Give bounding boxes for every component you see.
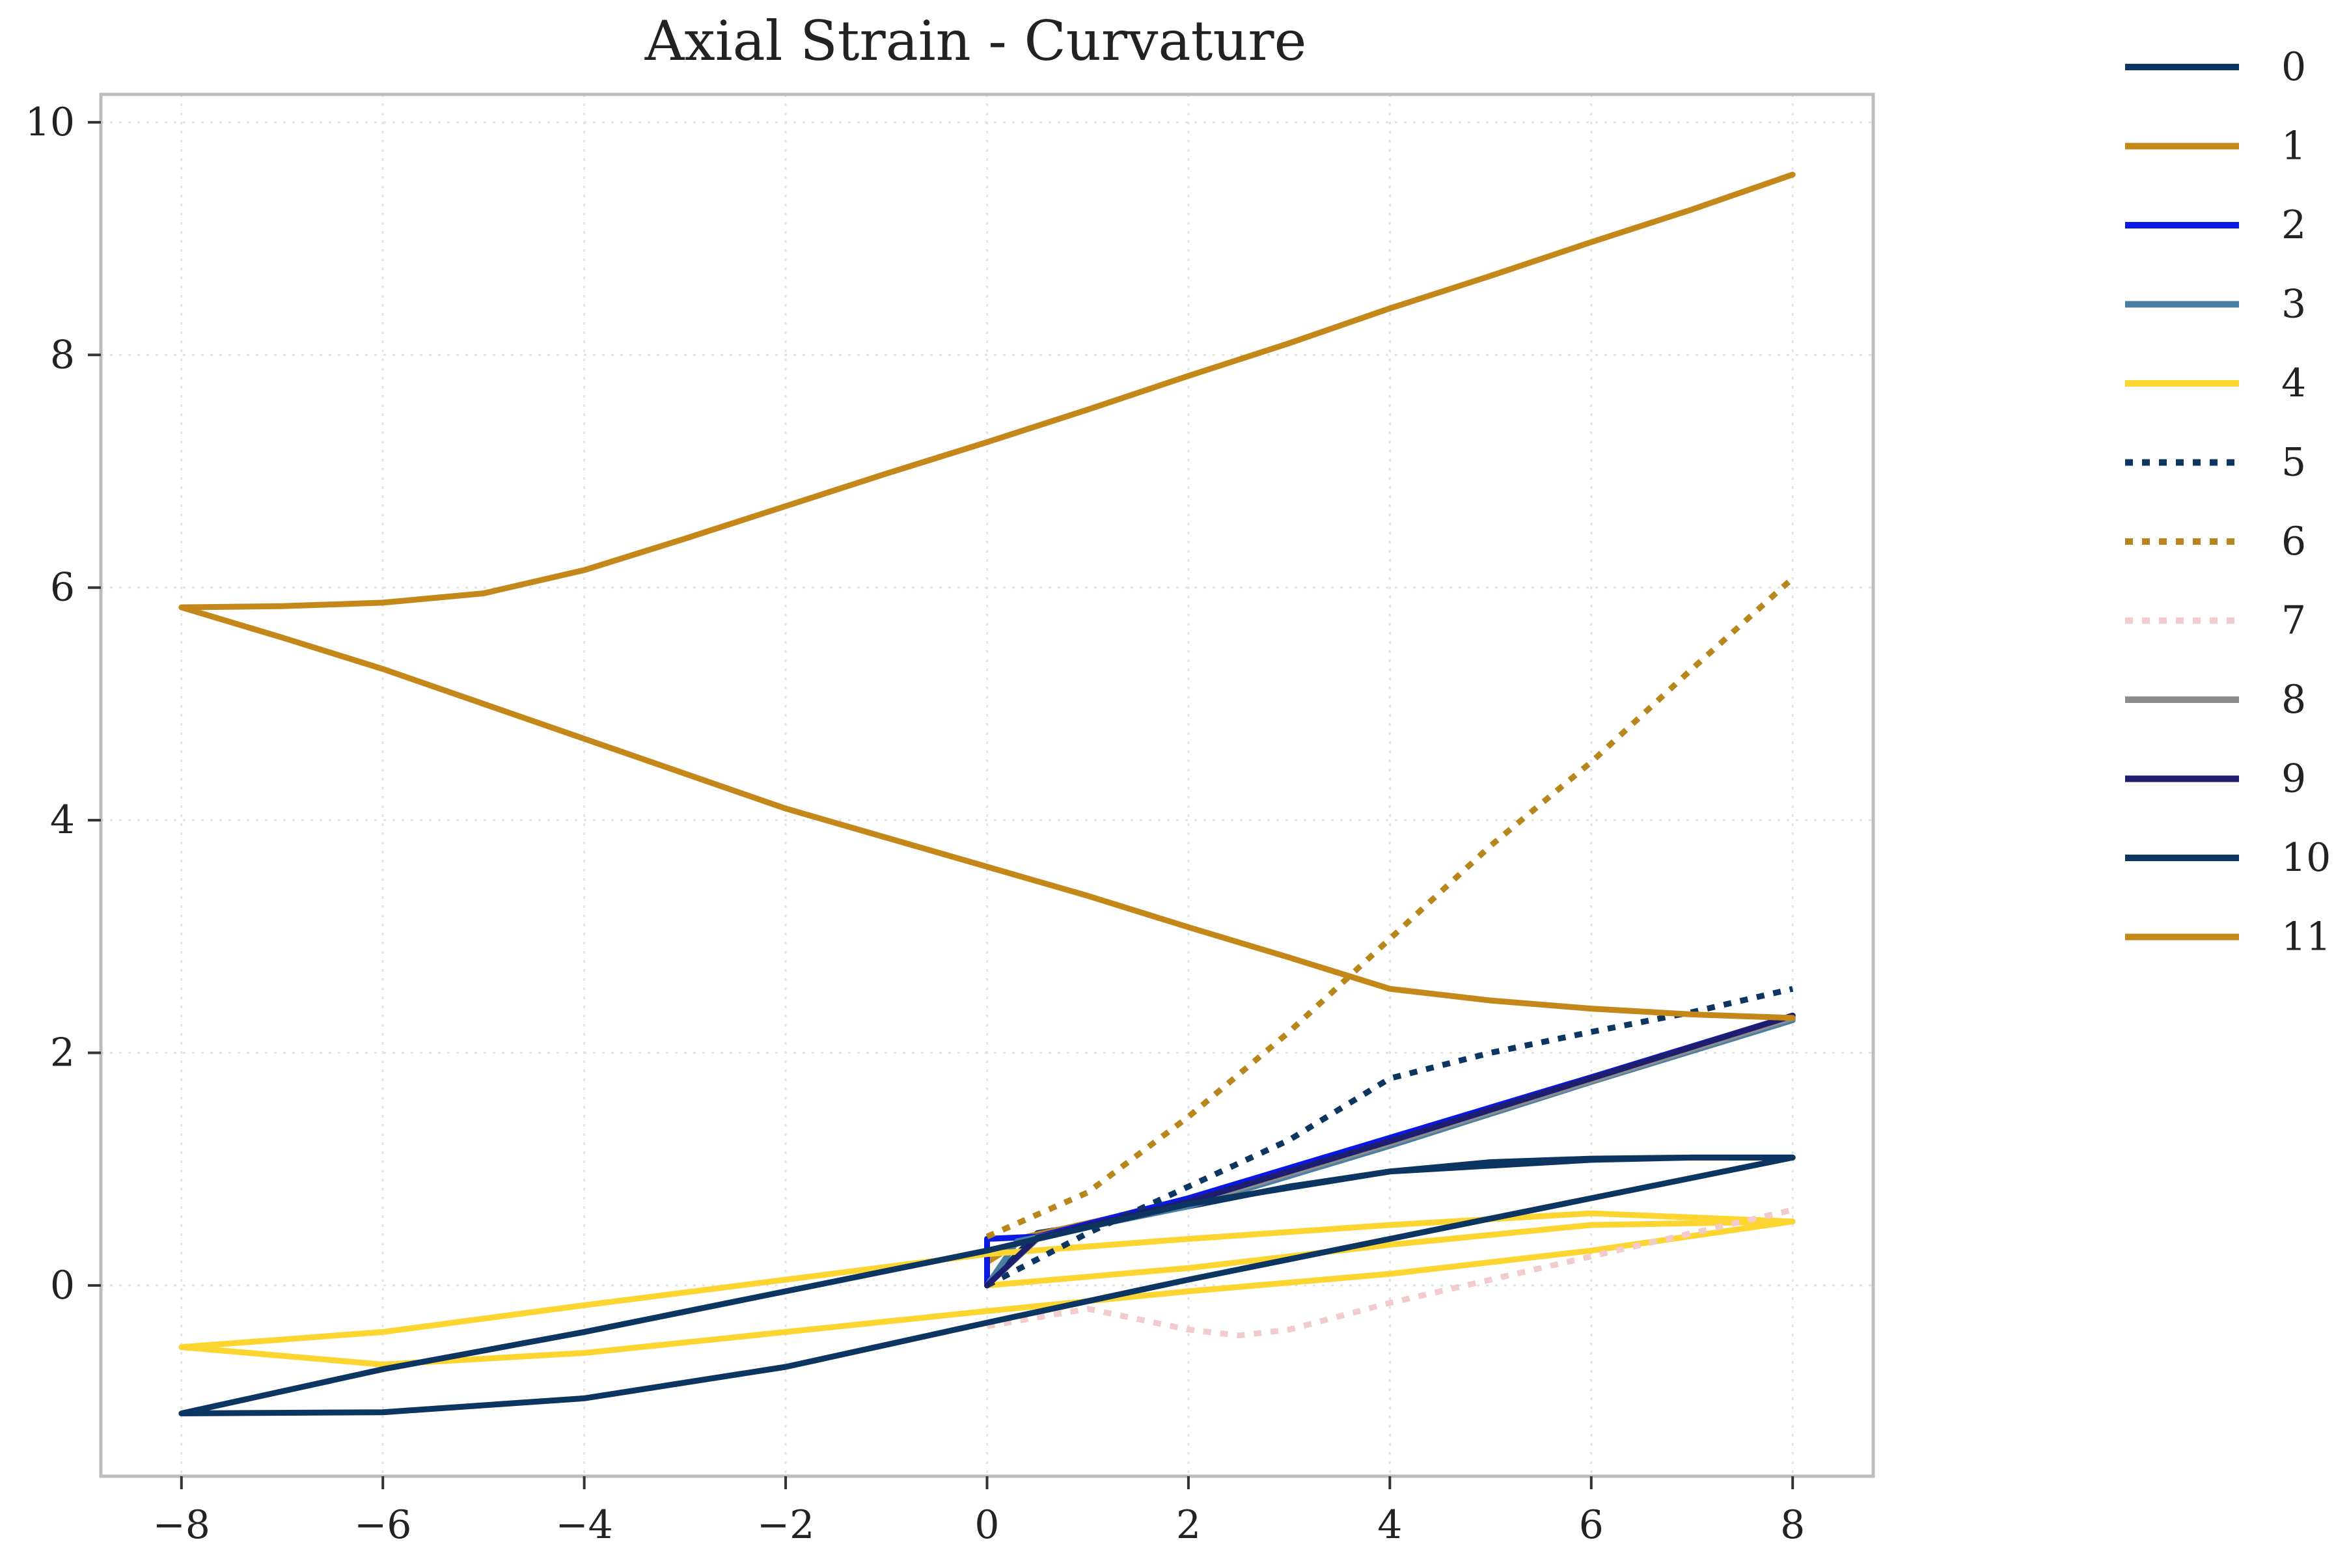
y-tick-label: 4 [50,797,75,843]
legend-label-7: 7 [2281,598,2306,644]
y-tick-label: 2 [50,1030,75,1076]
x-tick-label: 8 [1780,1502,1805,1548]
series-line-7 [986,1207,1794,1339]
x-tick-label: −8 [153,1502,210,1548]
y-tick-label: 8 [50,332,75,378]
legend-label-4: 4 [2281,361,2306,406]
x-tick-label: 6 [1579,1502,1604,1548]
y-tick-label: 0 [50,1263,75,1308]
series-line-11 [178,171,1796,1021]
legend-label-1: 1 [2281,124,2306,169]
chart-title: Axial Strain - Curvature [644,9,1307,73]
y-tick-label: 10 [25,100,75,145]
x-tick-label: −2 [757,1502,814,1548]
legend-label-9: 9 [2281,756,2306,802]
legend-label-11: 11 [2281,915,2331,960]
series-line-4 [178,1210,1796,1368]
legend-label-6: 6 [2281,519,2306,564]
series-layer [178,171,1796,1416]
x-tick-label: −4 [555,1502,612,1548]
legend-label-8: 8 [2281,677,2306,722]
x-tick-label: −6 [354,1502,411,1548]
axes: −8 −6 −4 −2 0 2 4 6 8 0 2 4 6 8 10 [25,100,1806,1548]
legend-label-3: 3 [2281,282,2306,327]
legend-label-10: 10 [2281,835,2331,881]
legend-label-5: 5 [2281,440,2306,486]
legend-label-0: 0 [2281,44,2306,90]
x-tick-label: 2 [1176,1502,1201,1548]
legend-label-2: 2 [2281,202,2306,248]
x-tick-label: 4 [1377,1502,1402,1548]
series-line-10 [178,1154,1796,1416]
legend: 0 1 2 3 4 5 6 7 8 9 10 11 [2125,44,2331,960]
x-tick-label: 0 [974,1502,999,1548]
y-tick-label: 6 [50,565,75,611]
series-line-6 [985,576,1795,1240]
series-line-9 [984,1012,1796,1289]
series-line-5 [985,985,1794,1288]
